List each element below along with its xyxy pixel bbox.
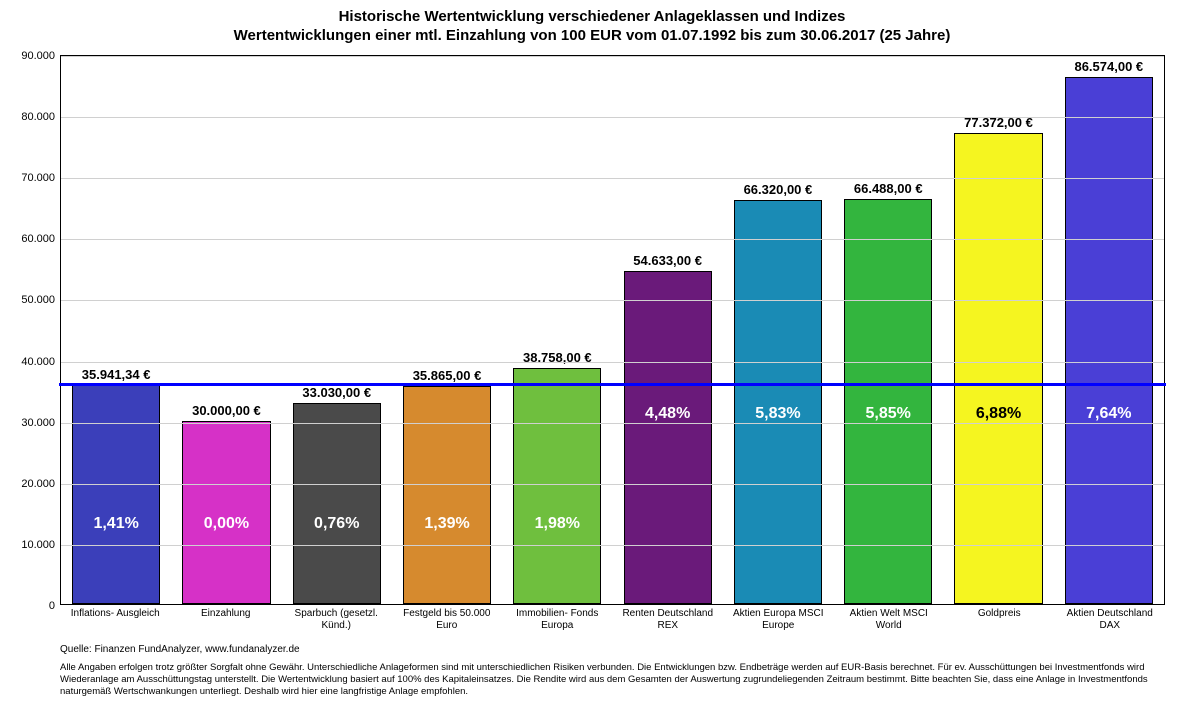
plot-frame: 35.941,34 € 1,41% 30.000,00 € 0,00% 33.030,0… [60, 55, 1165, 605]
bar-value-label: 86.574,00 € [1074, 59, 1143, 74]
x-axis-labels: Inflations- AusgleichEinzahlungSparbuch … [60, 608, 1165, 632]
bar-slot: 54.633,00 € 4,48% [612, 56, 722, 604]
bar-pct-label: 5,83% [755, 405, 800, 423]
x-axis-label: Aktien Europa MSCI Europe [723, 608, 834, 632]
bar-slot: 77.372,00 €6,88% [943, 56, 1053, 604]
bar: 86.574,00 €7,64% [1065, 77, 1153, 604]
bar-slot: 66.320,00 € 5,83% [723, 56, 833, 604]
bar-slot: 86.574,00 € 7,64% [1054, 56, 1164, 604]
bar-pct-label: 0,00% [204, 515, 249, 533]
bar-pct-label: 5,85% [866, 405, 911, 423]
bar: 30.000,00 €0,00% [182, 421, 270, 604]
y-tick-label: 20.000 [21, 478, 61, 490]
x-axis-label: Renten Deutschland REX [613, 608, 724, 632]
bar-pct-label: 1,41% [93, 515, 138, 533]
bar-pct-label: 4,48% [645, 405, 690, 423]
grid-line [61, 484, 1164, 485]
chart-plot-area: 35.941,34 € 1,41% 30.000,00 € 0,00% 33.030,0… [60, 55, 1165, 605]
grid-line [61, 545, 1164, 546]
title-line-2: Wertentwicklungen einer mtl. Einzahlung … [0, 27, 1184, 46]
bar: 33.030,00 €0,76% [293, 403, 381, 604]
bar: 66.320,00 €5,83% [734, 200, 822, 604]
grid-line [61, 300, 1164, 301]
bar-slot: 35.941,34 € 1,41% [61, 56, 171, 604]
x-axis-label: Sparbuch (gesetzl. Künd.) [281, 608, 392, 632]
bar-value-label: 66.488,00 € [854, 181, 923, 196]
y-tick-label: 30.000 [21, 417, 61, 429]
bar-pct-label: 1,98% [535, 515, 580, 533]
bar-pct-label: 7,64% [1086, 405, 1131, 423]
x-axis-label: Einzahlung [171, 608, 282, 632]
bar-slot: 35.865,00 € 1,39% [392, 56, 502, 604]
bar: 54.633,00 €4,48% [624, 271, 712, 604]
grid-line [61, 239, 1164, 240]
bar: 77.372,00 €6,88% [954, 133, 1042, 604]
reference-line [59, 383, 1166, 386]
bar-pct-label: 0,76% [314, 515, 359, 533]
grid-line [61, 56, 1164, 57]
bar: 38.758,00 €1,98% [513, 368, 601, 604]
y-tick-label: 10.000 [21, 539, 61, 551]
bar-value-label: 54.633,00 € [633, 253, 702, 268]
bar: 35.941,34 €1,41% [72, 385, 160, 604]
bar: 35.865,00 €1,39% [403, 386, 491, 604]
bar-pct-label: 6,88% [976, 405, 1021, 423]
grid-line [61, 178, 1164, 179]
grid-line [61, 362, 1164, 363]
grid-line [61, 423, 1164, 424]
grid-line [61, 117, 1164, 118]
bar-value-label: 38.758,00 € [523, 350, 592, 365]
x-axis-label: Festgeld bis 50.000 Euro [392, 608, 503, 632]
y-tick-label: 60.000 [21, 233, 61, 245]
y-tick-label: 70.000 [21, 172, 61, 184]
x-axis-label: Immobilien- Fonds Europa [502, 608, 613, 632]
bar-slot: 38.758,00 € 1,98% [502, 56, 612, 604]
x-axis-label: Inflations- Ausgleich [60, 608, 171, 632]
y-tick-label: 90.000 [21, 50, 61, 62]
title-line-1: Historische Wertentwicklung verschiedene… [0, 8, 1184, 27]
x-axis-label: Aktien Welt MSCI World [834, 608, 945, 632]
bar-slot: 33.030,00 € 0,76% [282, 56, 392, 604]
y-tick-label: 50.000 [21, 294, 61, 306]
chart-title: Historische Wertentwicklung verschiedene… [0, 0, 1184, 46]
x-axis-label: Aktien Deutschland DAX [1055, 608, 1166, 632]
disclaimer-text: Alle Angaben erfolgen trotz größter Sorg… [60, 662, 1165, 698]
bar-value-label: 30.000,00 € [192, 403, 261, 418]
bars-container: 35.941,34 € 1,41% 30.000,00 € 0,00% 33.030,0… [61, 56, 1164, 604]
source-text: Quelle: Finanzen FundAnalyzer, www.funda… [60, 644, 300, 655]
x-axis-label: Goldpreis [944, 608, 1055, 632]
bar-value-label: 33.030,00 € [302, 385, 371, 400]
y-tick-label: 40.000 [21, 356, 61, 368]
y-tick-label: 80.000 [21, 111, 61, 123]
bar-slot: 66.488,00 € 5,85% [833, 56, 943, 604]
bar-value-label: 35.941,34 € [82, 367, 151, 382]
bar-value-label: 66.320,00 € [744, 182, 813, 197]
bar-slot: 30.000,00 € 0,00% [171, 56, 281, 604]
bar: 66.488,00 €5,85% [844, 199, 932, 604]
bar-value-label: 35.865,00 € [413, 368, 482, 383]
bar-pct-label: 1,39% [424, 515, 469, 533]
